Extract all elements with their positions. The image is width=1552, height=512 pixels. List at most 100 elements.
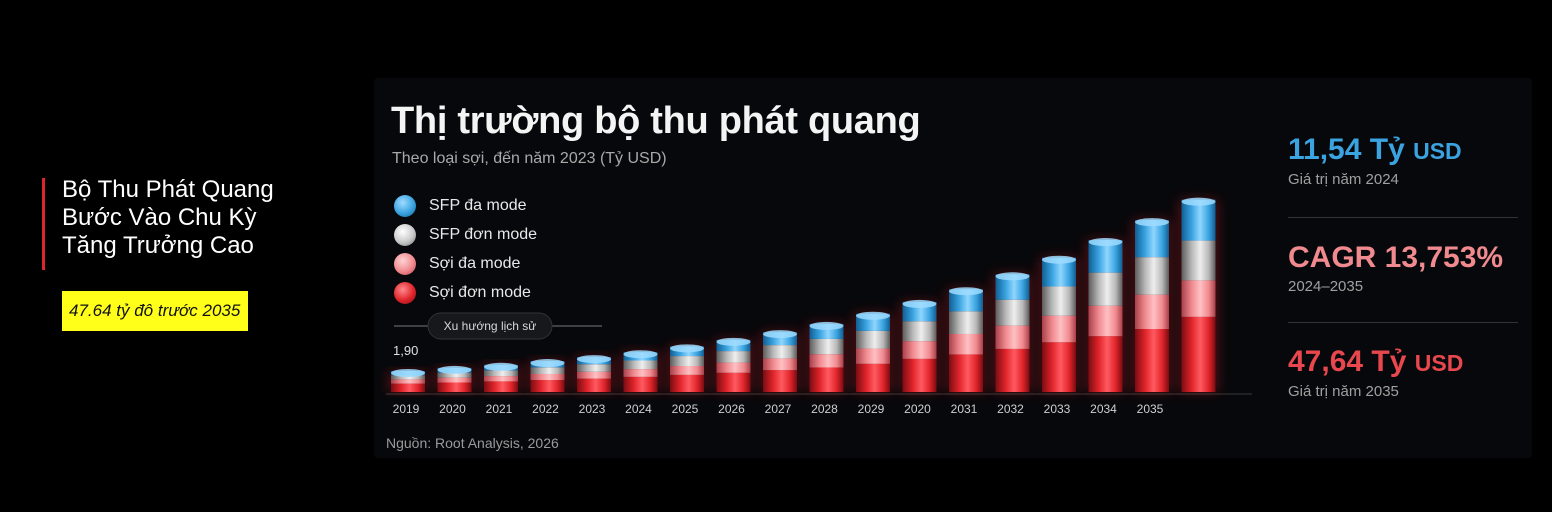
x-tick-label: 2022 [532, 402, 559, 416]
trend-pill [427, 312, 553, 340]
bar-segment [1088, 272, 1123, 306]
x-tick-label: 2025 [672, 402, 699, 416]
bar-segment [995, 325, 1030, 349]
legend-item: Sợi đơn mode [394, 278, 537, 307]
bar-segment [856, 330, 890, 349]
x-tick-label: 2019 [393, 402, 420, 416]
legend-label: SFP đa mode [429, 196, 527, 214]
side-title-line-3: Tăng Trưởng Cao [62, 232, 254, 259]
bar-segment [437, 377, 472, 383]
bar-cap [1135, 218, 1169, 227]
chart-subtitle: Theo loại sợi, đến năm 2023 (Tỷ USD) [392, 150, 667, 167]
stat-value-2024: 11,54 Tỷ USD Giá trị năm 2024 [1288, 133, 1462, 188]
x-tick-label: 2035 [1137, 402, 1164, 416]
stat-number: CAGR 13,753% [1288, 241, 1504, 274]
bar-segment [437, 372, 472, 378]
bar-segment [484, 381, 518, 392]
legend-item: SFP đa mode [394, 191, 537, 220]
bar-segment [1042, 286, 1076, 316]
bar-segment [437, 382, 472, 392]
stat-cagr: CAGR 13,753% 2024–2035 [1288, 241, 1503, 295]
bar-stack [435, 365, 474, 392]
legend-swatch [394, 194, 416, 217]
x-tick-label: 2032 [997, 402, 1024, 416]
bar-segment [716, 372, 751, 392]
x-tick-label: 2028 [811, 402, 838, 416]
side-title: Bộ Thu Phát Quang Bước Vào Chu Kỳ Tăng T… [62, 176, 342, 260]
legend-item: SFP đơn mode [394, 220, 537, 249]
bar-segment [809, 338, 844, 355]
legend-label: Sợi đơn mode [429, 283, 531, 301]
bar-segment [670, 356, 704, 367]
bar-stack [668, 344, 706, 392]
bar-cap [995, 272, 1030, 281]
bar-segment [902, 358, 937, 392]
bar-cap [763, 330, 797, 339]
bar-segment [949, 311, 983, 334]
stat-label: Giá trị năm 2024 [1288, 171, 1399, 188]
bar-segment [623, 376, 658, 392]
bar-cap [716, 337, 751, 346]
legend-label: SFP đơn mode [429, 225, 538, 243]
bar-segment [763, 358, 797, 371]
chart-panel [374, 78, 1532, 458]
x-tick-label: 2026 [718, 402, 745, 416]
chart-title: Thị trường bộ thu phát quang [391, 100, 921, 142]
bar-segment [577, 378, 611, 392]
bar-cap [530, 359, 565, 368]
bar-segment [763, 370, 797, 392]
bar-segment [1181, 280, 1216, 317]
x-tick-labels: 2019 2020 2021 2022 2023 2024 2025 2026 2027 2028… [393, 402, 1164, 416]
bar-stack [714, 337, 753, 392]
bar-segment [530, 373, 565, 381]
bar-segment [1181, 199, 1216, 241]
bar-stack [528, 359, 567, 392]
bar-cap [949, 287, 983, 296]
bar-segment [716, 362, 751, 373]
x-tick-label: 2034 [1090, 402, 1117, 416]
bar-segment [1088, 305, 1123, 337]
legend-swatch [394, 252, 416, 275]
bar-cap [437, 365, 472, 374]
x-tick-label: 2027 [765, 402, 792, 416]
bar-segment [670, 366, 704, 375]
bar-segment [856, 363, 890, 392]
bar-cap [1088, 238, 1123, 247]
bar-cap [577, 355, 611, 364]
x-tick-label: 2024 [625, 402, 652, 416]
bar-segment [902, 321, 937, 342]
x-tick-label: 2031 [951, 402, 978, 416]
bar-segment [949, 354, 983, 392]
bar-stack [1040, 255, 1078, 392]
bar-cap [1181, 197, 1216, 206]
bar-segment [856, 348, 890, 364]
bar-stack [900, 299, 939, 392]
bar-segment [809, 354, 844, 368]
bar-stack [575, 355, 613, 392]
bar-segment [949, 333, 983, 355]
bar-segment [902, 341, 937, 359]
x-tick-label: 2021 [486, 402, 513, 416]
bar-segment [1135, 257, 1169, 295]
bar-stack [389, 369, 427, 392]
bar-segment [1181, 240, 1216, 281]
x-tick-label: 2029 [858, 402, 885, 416]
bar-stack [807, 321, 846, 392]
side-title-line-1: Bộ Thu Phát Quang [62, 176, 274, 203]
bar-stack [1179, 197, 1218, 392]
bar-segment [391, 375, 425, 380]
highlight-tag: 47.64 tỷ đô trước 2035 [62, 291, 249, 331]
bar-segment [1088, 336, 1123, 392]
bar-segment [391, 383, 425, 392]
bar-segment [623, 369, 658, 377]
bars-group [389, 197, 1218, 392]
bar-segment [577, 364, 611, 372]
trend-annotation: Xu hướng lịch sử [394, 312, 602, 340]
bar-segment [530, 380, 565, 392]
bar-stack [482, 362, 520, 392]
bar-segment [763, 345, 797, 359]
stat-value: CAGR 13,753% [1288, 241, 1503, 275]
bar-stack [947, 287, 985, 392]
bar-segment [530, 367, 565, 374]
bar-segment [1135, 220, 1169, 258]
